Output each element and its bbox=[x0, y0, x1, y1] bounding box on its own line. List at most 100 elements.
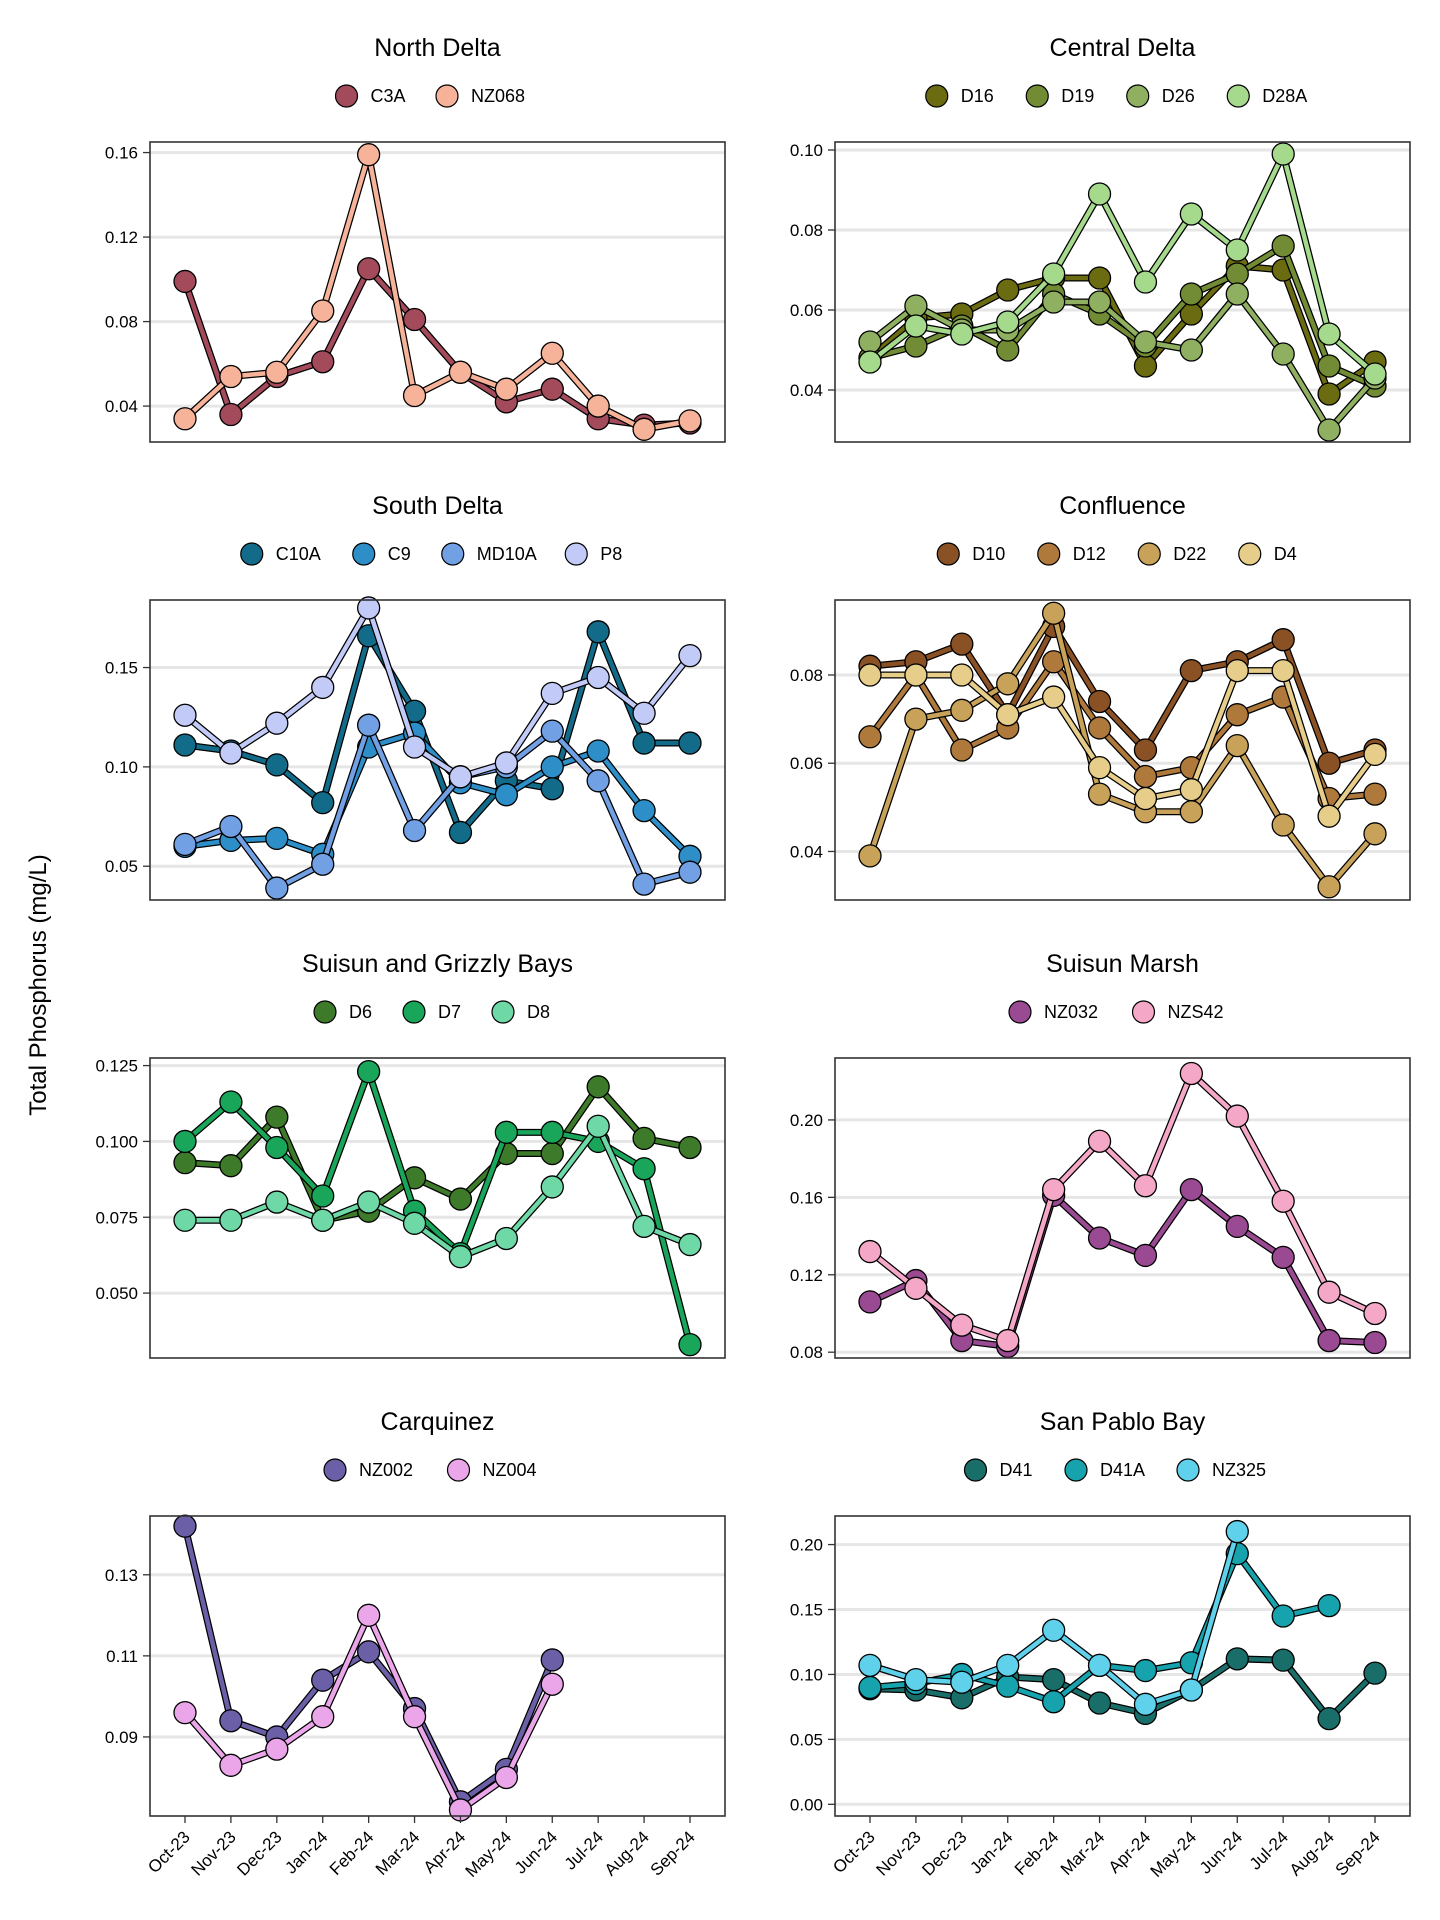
data-point bbox=[173, 832, 197, 857]
data-point bbox=[265, 1737, 289, 1761]
data-point bbox=[858, 350, 882, 374]
data-point bbox=[1363, 1661, 1387, 1685]
x-tick-label: Apr-24 bbox=[1105, 1827, 1155, 1877]
data-point bbox=[402, 1211, 427, 1235]
legend-marker-d41a bbox=[1064, 1458, 1088, 1482]
legend-label-d10: D10 bbox=[972, 544, 1005, 564]
x-tick-label: Jun-24 bbox=[511, 1827, 561, 1877]
x-tick-label: Feb-24 bbox=[1011, 1827, 1063, 1879]
legend: D10 D12 D22 D4 bbox=[936, 542, 1297, 566]
data-point bbox=[265, 1135, 289, 1160]
data-point bbox=[265, 1105, 289, 1129]
panel-title: North Delta bbox=[374, 34, 501, 62]
legend-label-d41: D41 bbox=[1000, 1460, 1033, 1480]
legend-label-d41a: D41A bbox=[1100, 1460, 1145, 1480]
data-point bbox=[356, 257, 381, 281]
data-point bbox=[219, 364, 243, 389]
data-point bbox=[311, 1705, 335, 1729]
data-point bbox=[858, 1653, 882, 1678]
data-point bbox=[1133, 1692, 1158, 1716]
data-point bbox=[904, 707, 928, 731]
legend: NZ002 NZ004 bbox=[323, 1458, 537, 1482]
data-point bbox=[1087, 755, 1112, 780]
legend: D6 D7 D8 bbox=[313, 1000, 550, 1024]
x-tick-label: Oct-23 bbox=[829, 1827, 879, 1877]
data-point bbox=[586, 620, 610, 644]
data-point bbox=[494, 1226, 519, 1251]
data-point bbox=[173, 407, 197, 431]
data-point bbox=[540, 755, 564, 779]
y-tick-label: 0.08 bbox=[105, 313, 138, 332]
data-point bbox=[540, 341, 564, 365]
data-point bbox=[950, 1313, 974, 1337]
data-point bbox=[858, 1290, 882, 1314]
x-tick-label: Jan-24 bbox=[966, 1827, 1016, 1877]
data-point bbox=[1317, 751, 1341, 775]
panel-frame bbox=[149, 1515, 726, 1817]
y-tick-label: 0.13 bbox=[105, 1566, 138, 1585]
data-point bbox=[356, 1640, 381, 1664]
data-point bbox=[1271, 1648, 1295, 1672]
panel-confluence: Confluence D10 D12 D22 D4 0.04 0.06 0.08 bbox=[790, 492, 1411, 901]
data-point bbox=[1179, 202, 1204, 226]
y-tick-label: 0.10 bbox=[790, 141, 823, 160]
data-point bbox=[632, 701, 656, 725]
series-line-outline bbox=[866, 1069, 1379, 1345]
data-point bbox=[858, 844, 882, 868]
x-tick-label: Feb-24 bbox=[326, 1827, 378, 1879]
data-point bbox=[1087, 290, 1112, 314]
data-point bbox=[356, 1190, 381, 1214]
legend: D41 D41A NZ325 bbox=[963, 1458, 1266, 1482]
data-point bbox=[1363, 1301, 1387, 1326]
data-point bbox=[173, 1151, 197, 1175]
data-point bbox=[494, 751, 519, 775]
data-point bbox=[1041, 601, 1066, 625]
panel-frame bbox=[834, 599, 1411, 901]
legend-label-d28a: D28A bbox=[1262, 86, 1307, 106]
data-point bbox=[356, 143, 381, 167]
data-point bbox=[1271, 813, 1295, 837]
data-point bbox=[950, 1670, 974, 1694]
data-point bbox=[1271, 234, 1295, 258]
data-point bbox=[311, 1668, 335, 1692]
series-line-outline bbox=[866, 622, 1379, 767]
data-point bbox=[1087, 782, 1112, 806]
series-c3a bbox=[173, 257, 702, 437]
data-point bbox=[950, 698, 974, 722]
panel-title: Suisun Marsh bbox=[1046, 950, 1199, 978]
data-point bbox=[1087, 716, 1112, 740]
data-point bbox=[356, 596, 381, 620]
data-point bbox=[1041, 1667, 1066, 1692]
legend-label-d19: D19 bbox=[1061, 86, 1094, 106]
data-point bbox=[1317, 382, 1341, 406]
x-tick-label: Jan-24 bbox=[281, 1827, 331, 1877]
panel-title: Carquinez bbox=[381, 1408, 495, 1436]
x-tick-label: Dec-23 bbox=[918, 1827, 970, 1879]
data-point bbox=[173, 1208, 197, 1232]
legend-label-c3a: C3A bbox=[371, 86, 406, 106]
data-point bbox=[173, 733, 197, 757]
panel-south-delta: South Delta C10A C9 MD10A P8 0.05 0.10 0.15 bbox=[105, 492, 726, 901]
series-line bbox=[867, 659, 1378, 801]
data-point bbox=[1271, 1189, 1295, 1213]
data-point bbox=[996, 703, 1020, 727]
y-tick-label: 0.05 bbox=[790, 1730, 823, 1749]
series-line bbox=[182, 605, 693, 780]
legend-label-c9: C9 bbox=[388, 544, 411, 564]
data-point bbox=[1225, 1519, 1249, 1544]
x-tick-label: Jun-24 bbox=[1196, 1827, 1246, 1877]
y-tick-label: 0.20 bbox=[790, 1111, 823, 1130]
data-point bbox=[996, 1328, 1020, 1353]
y-tick-label: 0.11 bbox=[106, 1647, 138, 1666]
data-point bbox=[265, 1190, 289, 1214]
legend-marker-p8 bbox=[564, 542, 588, 566]
data-point bbox=[311, 852, 335, 876]
data-point bbox=[904, 334, 928, 358]
legend-label-d22: D22 bbox=[1173, 544, 1206, 564]
data-point bbox=[1041, 1618, 1066, 1642]
series-line bbox=[867, 1071, 1378, 1343]
data-point bbox=[448, 765, 473, 789]
data-point bbox=[1317, 1706, 1341, 1731]
data-point bbox=[1041, 290, 1066, 314]
